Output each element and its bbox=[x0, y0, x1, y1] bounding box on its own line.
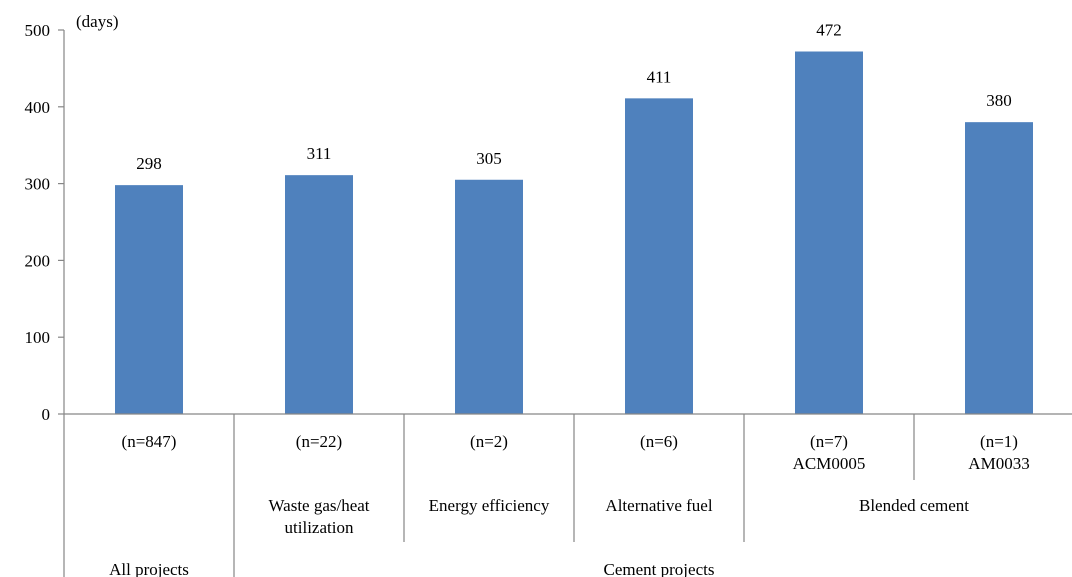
y-tick-label: 200 bbox=[25, 251, 51, 270]
x-group-label: Energy efficiency bbox=[429, 496, 550, 515]
data-label: 472 bbox=[816, 21, 842, 40]
data-label: 298 bbox=[136, 154, 162, 173]
y-axis: 0 100 200 300 400 500 bbox=[25, 21, 65, 424]
bars bbox=[115, 51, 1033, 415]
x-tick-label: (n=847) bbox=[122, 432, 177, 451]
x-group-label: Blended cement bbox=[859, 496, 969, 515]
bar bbox=[965, 122, 1033, 414]
x-group-label-top: Cement projects bbox=[604, 560, 715, 577]
data-label: 305 bbox=[476, 149, 502, 168]
x-group-label-line2: utilization bbox=[285, 518, 354, 537]
y-tick-label: 500 bbox=[25, 21, 51, 40]
x-tick-label: (n=6) bbox=[640, 432, 678, 451]
y-tick-label: 0 bbox=[42, 405, 51, 424]
y-axis-unit-label: (days) bbox=[76, 12, 118, 31]
y-tick-label: 300 bbox=[25, 175, 51, 194]
bar bbox=[455, 179, 523, 414]
x-tick-label: (n=1) bbox=[980, 432, 1018, 451]
x-group-label: Waste gas/heat bbox=[268, 496, 369, 515]
x-tick-label: (n=7) bbox=[810, 432, 848, 451]
data-label: 411 bbox=[647, 67, 672, 86]
y-tick-label: 100 bbox=[25, 328, 51, 347]
data-label: 311 bbox=[307, 144, 332, 163]
x-group-label-top: All projects bbox=[109, 560, 189, 577]
x-tick-label: (n=22) bbox=[296, 432, 342, 451]
bar bbox=[795, 51, 863, 415]
y-tick-label: 400 bbox=[25, 98, 51, 117]
data-label: 380 bbox=[986, 91, 1012, 110]
x-tick-label: (n=2) bbox=[470, 432, 508, 451]
bar bbox=[285, 175, 353, 414]
x-axis: (n=847) (n=22) (n=2) (n=6) (n=7) ACM0005 (n=1)… bbox=[63, 413, 1072, 577]
x-tick-sublabel: ACM0005 bbox=[793, 454, 866, 473]
x-group-label: Alternative fuel bbox=[605, 496, 712, 515]
bar bbox=[115, 185, 183, 414]
data-labels: 298 311 305 411 472 380 bbox=[136, 21, 1012, 174]
x-tick-sublabel: AM0033 bbox=[968, 454, 1029, 473]
bar bbox=[625, 98, 693, 415]
